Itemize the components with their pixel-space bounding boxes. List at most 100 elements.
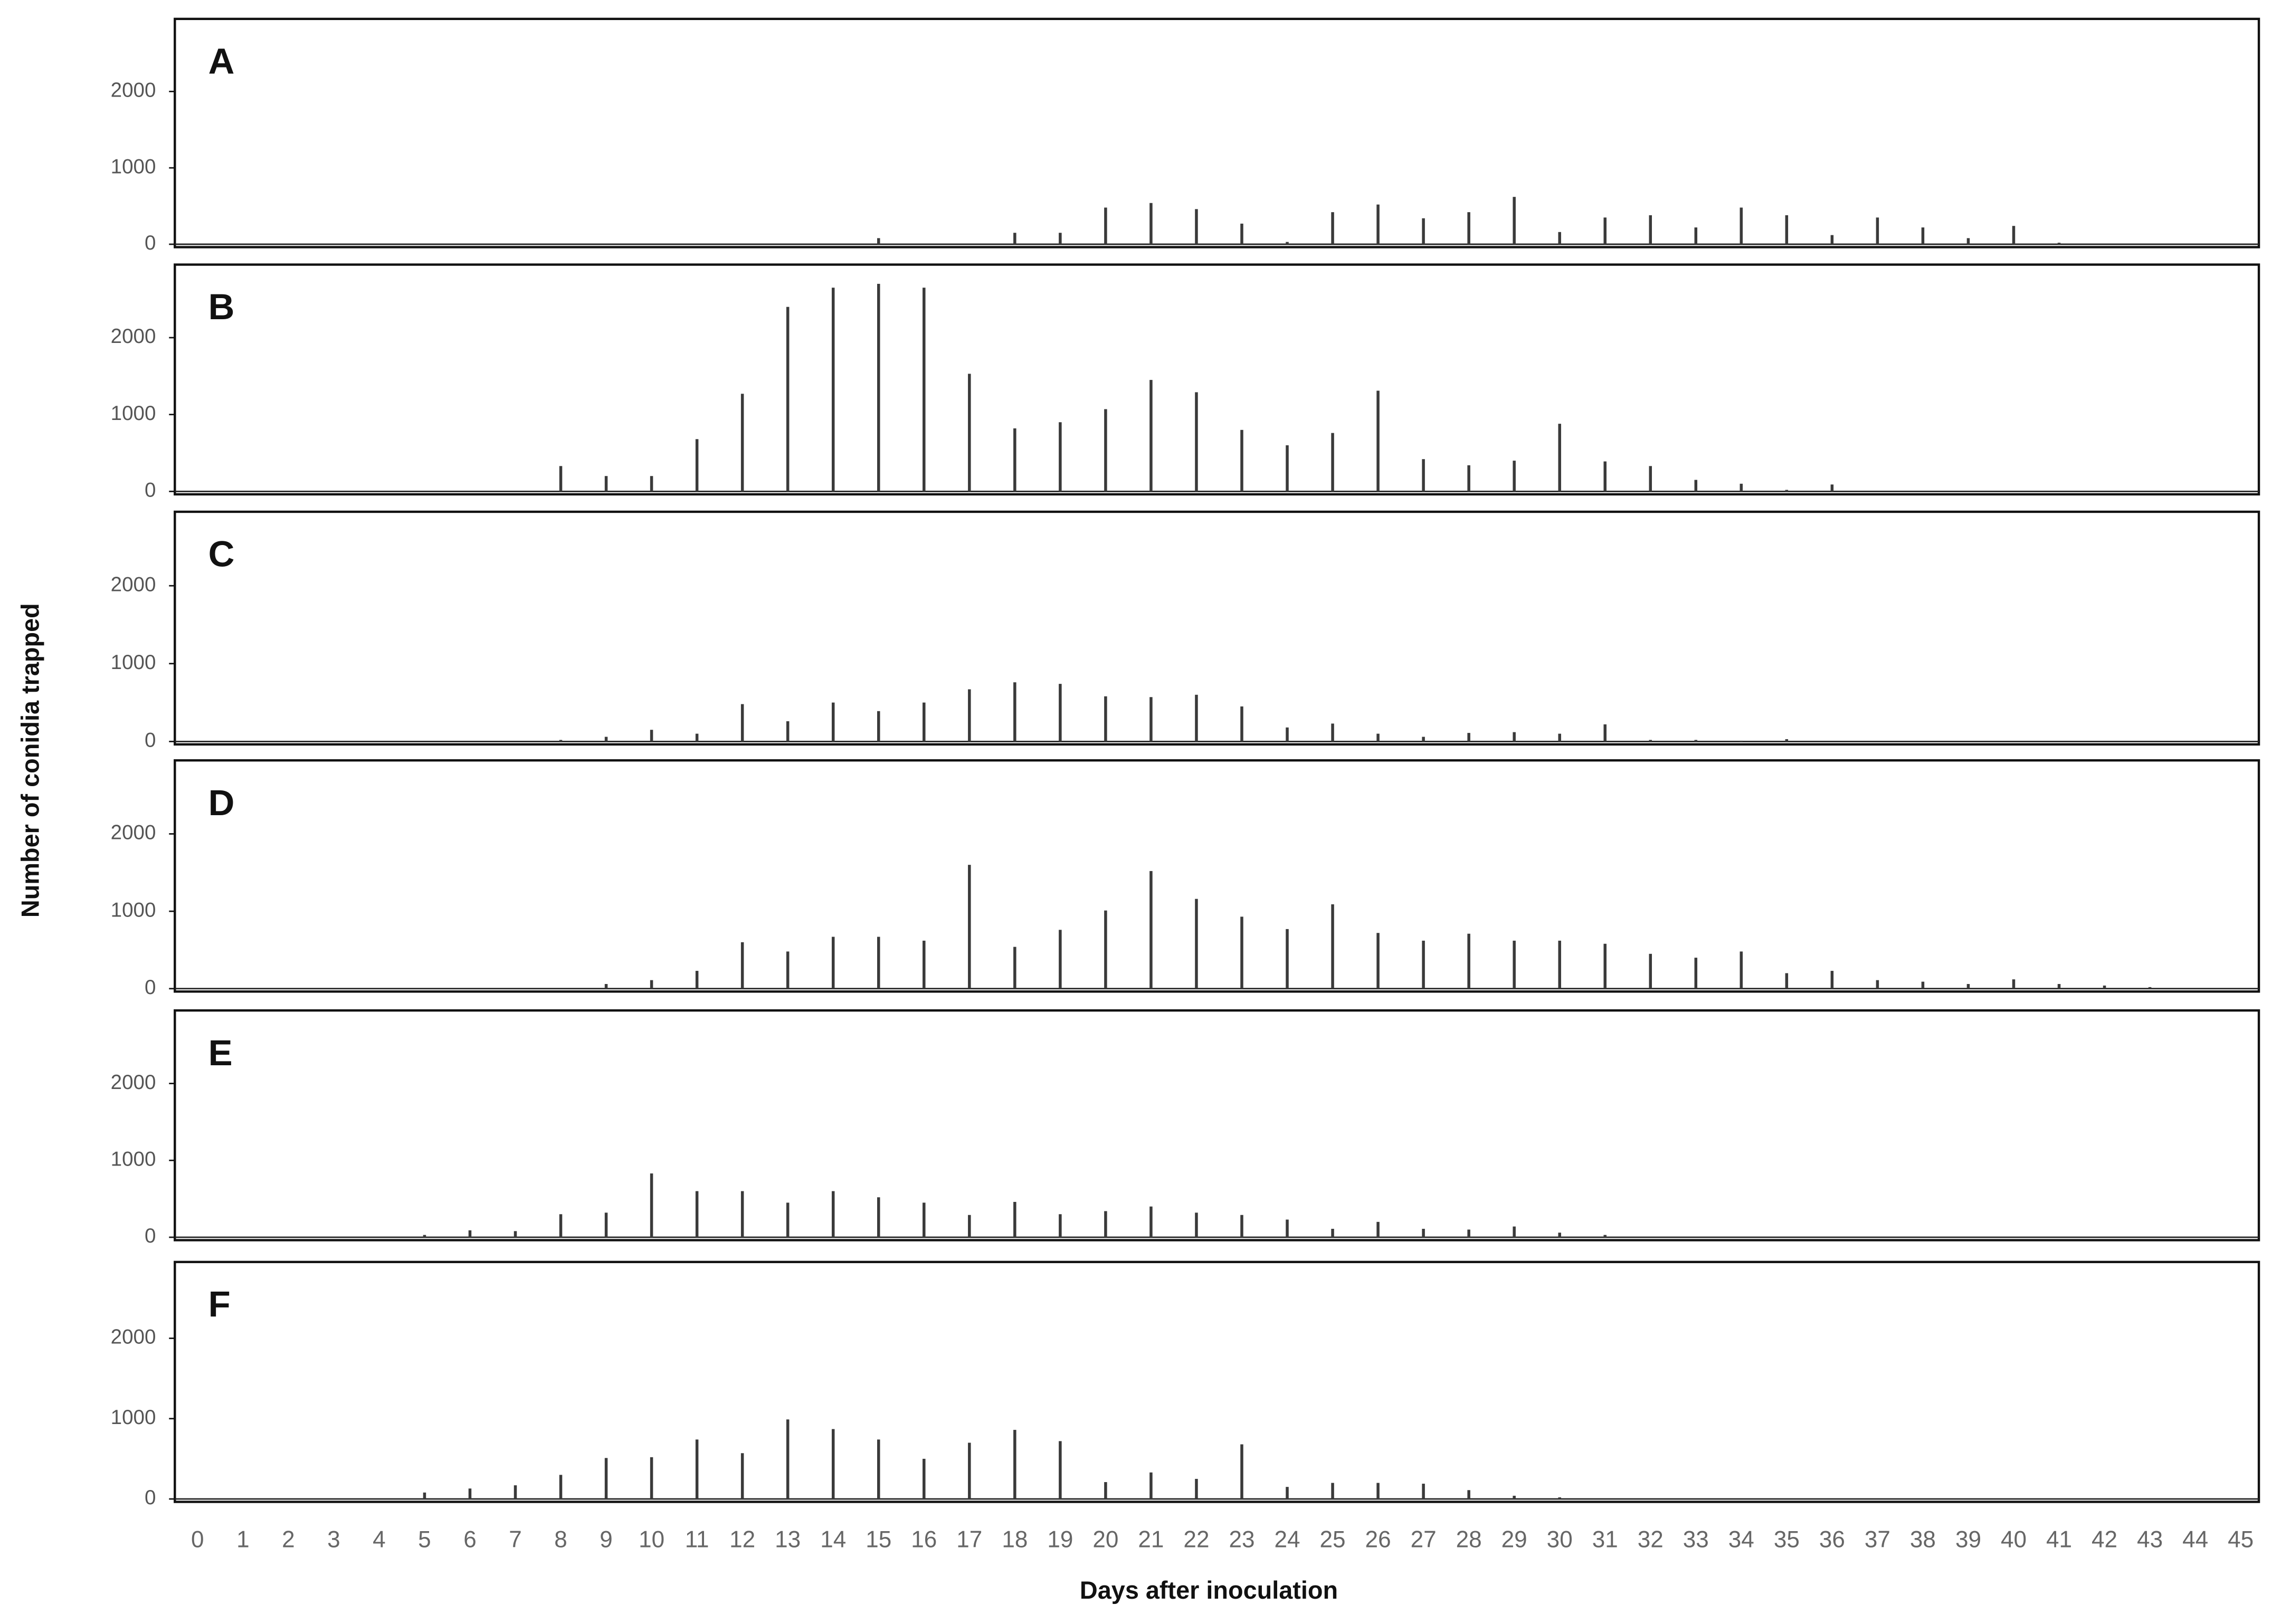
bar [1467, 733, 1470, 742]
x-tick-label: 1 [236, 1527, 250, 1553]
bar [1059, 930, 1062, 989]
bar [2103, 985, 2106, 989]
x-tick-label: 15 [866, 1527, 891, 1553]
bar [559, 466, 563, 492]
bar [1558, 232, 1561, 244]
bar [695, 439, 699, 492]
x-tick-label: 7 [509, 1527, 522, 1553]
y-tick-label: 2000 [111, 325, 156, 348]
bar [604, 476, 608, 492]
x-tick-label: 31 [1592, 1527, 1618, 1553]
x-tick-label: 3 [327, 1527, 340, 1553]
bar [1149, 871, 1153, 989]
bar [1195, 1212, 1198, 1238]
y-tick-label: 1000 [111, 402, 156, 425]
bar [1195, 392, 1198, 492]
bar [1286, 1487, 1289, 1499]
bar [1785, 215, 1789, 244]
y-tick-label: 0 [145, 479, 156, 502]
bar [1694, 480, 1698, 492]
y-tick-label: 2000 [111, 1326, 156, 1349]
panel-frame [174, 1260, 2260, 1503]
bar [1059, 1441, 1062, 1499]
x-tick-label: 40 [2001, 1527, 2027, 1553]
x-tick-label: 12 [729, 1527, 755, 1553]
bar [740, 942, 744, 989]
x-tick-label: 34 [1728, 1527, 1754, 1553]
bar [1467, 465, 1470, 492]
bar [1558, 940, 1561, 989]
bar [1603, 217, 1607, 244]
x-tick-label: 21 [1138, 1527, 1164, 1553]
bar [831, 1429, 835, 1499]
bar [1785, 490, 1789, 492]
x-tick-label: 10 [639, 1527, 664, 1553]
x-tick-label: 14 [820, 1527, 846, 1553]
bar [1694, 958, 1698, 989]
bar [786, 951, 790, 989]
bar [1467, 1490, 1470, 1499]
y-tick-label: 0 [145, 1486, 156, 1509]
bar [423, 1492, 426, 1499]
bar [1513, 732, 1516, 742]
bar [650, 980, 653, 989]
x-tick-label: 22 [1183, 1527, 1209, 1553]
bar [1830, 235, 1834, 244]
y-axis-label: Number of conidia trapped [17, 603, 44, 918]
bar [831, 1191, 835, 1238]
bar [559, 1214, 563, 1238]
bar [1059, 684, 1062, 742]
bar [1286, 242, 1289, 244]
bar [1240, 429, 1243, 492]
x-tick-label: 41 [2046, 1527, 2072, 1553]
bar [1558, 1497, 1561, 1499]
bar [559, 740, 563, 742]
bar [1558, 1233, 1561, 1238]
bar [2057, 243, 2061, 244]
bar [1876, 980, 1879, 989]
bar [831, 702, 835, 742]
bar [514, 1485, 517, 1499]
bar [1830, 484, 1834, 492]
bar [1558, 424, 1561, 492]
bar [1286, 445, 1289, 492]
bar [1195, 899, 1198, 989]
bar [786, 1419, 790, 1499]
x-tick-label: 13 [775, 1527, 801, 1553]
panel-frame [174, 759, 2260, 993]
bar [1104, 1482, 1107, 1499]
bar [1513, 1495, 1516, 1499]
bar [604, 1458, 608, 1499]
x-tick-label: 30 [1547, 1527, 1573, 1553]
bar [1059, 422, 1062, 492]
bar [1422, 218, 1425, 244]
bar [650, 730, 653, 742]
panel-title: D [208, 782, 235, 823]
bar [1785, 739, 1789, 742]
bar [1740, 951, 1743, 989]
bar [1740, 207, 1743, 244]
bar [1558, 733, 1561, 742]
bar [1694, 227, 1698, 244]
y-tick-label: 1000 [111, 1148, 156, 1170]
bar [1104, 696, 1107, 742]
bar [1013, 233, 1016, 244]
bar [968, 374, 971, 492]
bar [877, 937, 880, 989]
x-tick-label: 18 [1002, 1527, 1028, 1553]
bar [877, 711, 880, 742]
bar [1240, 223, 1243, 244]
bar [695, 971, 699, 989]
x-tick-label: 9 [600, 1527, 613, 1553]
bar [1331, 1228, 1334, 1238]
bar [740, 1191, 744, 1238]
bar [1240, 1215, 1243, 1238]
bar [1422, 1228, 1425, 1238]
panel-title: E [208, 1033, 233, 1073]
bar [1331, 212, 1334, 244]
bar [1921, 227, 1925, 244]
bar [923, 288, 926, 492]
bar [1513, 940, 1516, 989]
panel-title: B [208, 286, 235, 327]
bar [1966, 984, 1970, 989]
